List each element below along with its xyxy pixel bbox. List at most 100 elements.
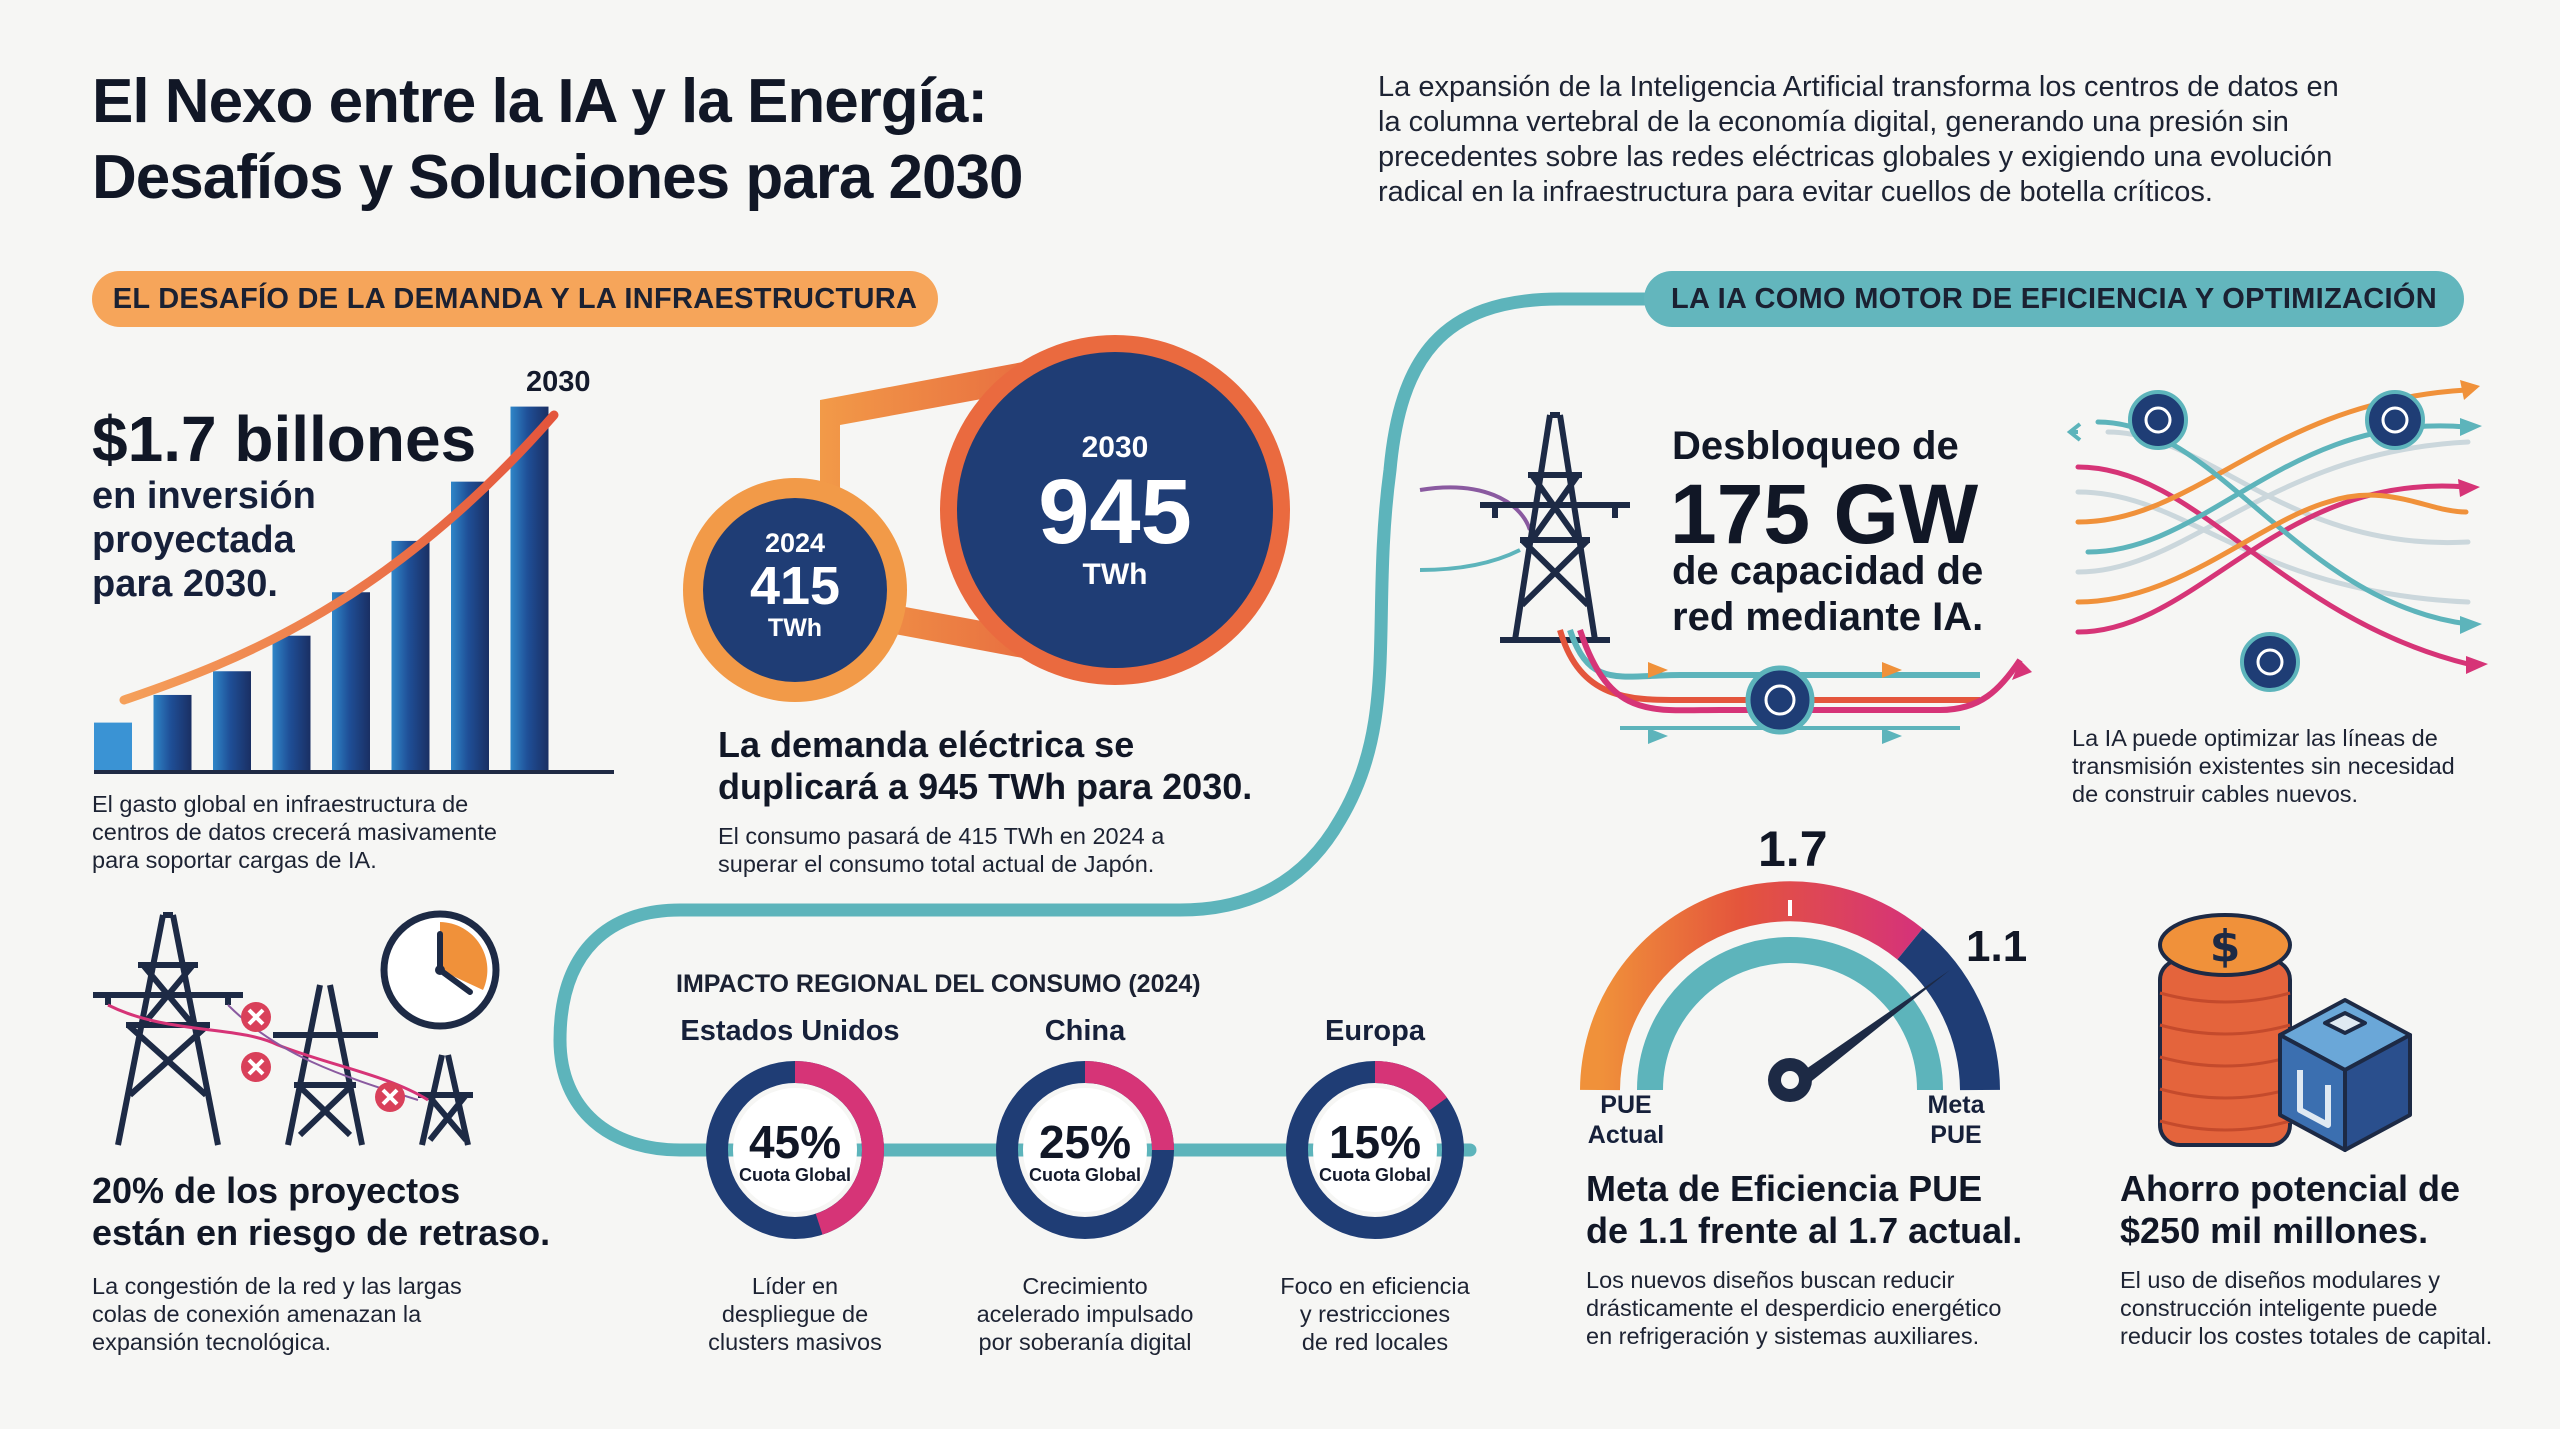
demand-desc-1: El consumo pasará de 415 TWh en 2024 a <box>718 823 1165 849</box>
delays-desc-1: La congestión de la red y las largas <box>92 1273 462 1299</box>
savings-headline: Ahorro potencial de $250 mil millones. <box>2120 1168 2460 1252</box>
pue-current-value: 1.7 <box>1758 821 1828 877</box>
region-name-china: China <box>1044 1015 1126 1047</box>
demand-2024-value: 415 <box>749 556 841 616</box>
intro-line-1: La expansión de la Inteligencia Artifici… <box>1378 71 2339 103</box>
donut-center <box>733 1088 857 1212</box>
region-desc-china: Crecimiento acelerado impulsado por sobe… <box>945 1272 1225 1356</box>
intro-line-2: la columna vertebral de la economía digi… <box>1378 106 2289 138</box>
investment-bar <box>332 592 370 770</box>
region-desc-china-1: Crecimiento <box>1022 1273 1148 1299</box>
grid-description: La IA puede optimizar las líneas de tran… <box>2072 724 2455 808</box>
region-desc-europe-2: y restricciones <box>1299 1301 1451 1327</box>
coin-stack-and-module-icon: $ <box>2158 913 2412 1152</box>
pue-target-value: 1.1 <box>1966 922 2028 971</box>
svg-text:$: $ <box>2210 921 2241 972</box>
regional-title: IMPACTO REGIONAL DEL CONSUMO (2024) <box>676 970 1201 998</box>
demand-headline: La demanda eléctrica se duplicará a 945 … <box>718 724 1252 808</box>
demand-2030-circle-text: 2030 945 TWh <box>990 430 1240 592</box>
investment-bar <box>272 635 311 770</box>
region-name-us: Estados Unidos <box>680 1015 900 1047</box>
region-pct-us: 45% <box>748 1116 842 1168</box>
grid-subtitle: de capacidad de red mediante IA. <box>1672 548 1983 640</box>
savings-desc-1: El uso de diseños modulares y <box>2120 1267 2441 1293</box>
delays-headline-1: 20% de los proyectos <box>92 1170 461 1211</box>
investment-bar <box>153 694 192 770</box>
investment-bar-chart <box>94 406 614 774</box>
investment-desc-2: centros de datos crecerá masivamente <box>92 819 497 845</box>
region-desc-us-2: despliegue de <box>721 1301 869 1327</box>
pue-actual-label: PUE Actual <box>1576 1090 1676 1150</box>
grid-desc-2: transmisión existentes sin necesidad <box>2072 753 2455 779</box>
section-pill-efficiency: LA IA COMO MOTOR DE EFICIENCIA Y OPTIMIZ… <box>1644 271 2464 327</box>
network-routing-illustration <box>2066 380 2488 692</box>
section-pill-demand: EL DESAFÍO DE LA DEMANDA Y LA INFRAESTRU… <box>92 271 938 327</box>
grid-line-4: red mediante IA. <box>1672 595 1984 639</box>
region-center-europe: 15% Cuota Global <box>1280 1119 1470 1186</box>
region-donut-china <box>996 1061 1174 1239</box>
clock-icon <box>380 910 500 1030</box>
savings-desc-2: construcción inteligente puede <box>2120 1295 2438 1321</box>
title-line-1: El Nexo entre la IA y la Energía: <box>92 67 988 136</box>
donut-share-arc <box>1374 1061 1447 1111</box>
demand-2030-year: 2030 <box>1081 431 1149 464</box>
region-europe: Europa <box>1245 1013 1505 1049</box>
investment-sub-2: proyectada <box>92 519 295 561</box>
region-center-us: 45% Cuota Global <box>700 1119 890 1186</box>
investment-bar <box>213 671 251 770</box>
demand-2030-unit: TWh <box>1082 558 1148 591</box>
investment-headline: $1.7 billones <box>92 403 477 475</box>
region-donut-europe <box>1286 1061 1464 1239</box>
demand-2024-year: 2024 <box>764 528 826 558</box>
title-line-2: Desafíos y Soluciones para 2030 <box>92 143 1023 212</box>
savings-headline-2: $250 mil millones. <box>2120 1210 2429 1251</box>
investment-sub-1: en inversión <box>92 475 316 517</box>
investment-bar <box>94 722 132 770</box>
delays-headline: 20% de los proyectos están en riesgo de … <box>92 1170 550 1254</box>
region-share-label-china: Cuota Global <box>1029 1165 1141 1185</box>
pue-description: Los nuevos diseños buscan reducir drásti… <box>1586 1266 2001 1350</box>
investment-subtitle: en inversión proyectada para 2030. <box>92 474 316 606</box>
pue-target-label-2: PUE <box>1930 1121 1982 1149</box>
region-desc-europe-3: de red locales <box>1301 1329 1449 1355</box>
page-title: El Nexo entre la IA y la Energía: Desafí… <box>92 64 1023 216</box>
demand-headline-2: duplicará a 945 TWh para 2030. <box>718 766 1253 807</box>
investment-year-label: 2030 <box>526 366 591 398</box>
pue-desc-2: drásticamente el desperdicio energético <box>1586 1295 2002 1321</box>
pue-headline-1: Meta de Eficiencia PUE <box>1586 1168 1983 1209</box>
intro-line-3: precedentes sobre las redes eléctricas g… <box>1378 141 2333 173</box>
donut-center <box>1023 1088 1147 1212</box>
region-desc-china-3: por soberanía digital <box>978 1329 1192 1355</box>
delays-desc-2: colas de conexión amenazan la <box>92 1301 422 1327</box>
savings-description: El uso de diseños modulares y construcci… <box>2120 1266 2492 1350</box>
investment-description: El gasto global en infraestructura de ce… <box>92 790 497 874</box>
intro-line-4: radical en la infraestructura para evita… <box>1378 176 2213 208</box>
region-share-label-europe: Cuota Global <box>1319 1165 1431 1185</box>
investment-bar <box>510 406 549 770</box>
grid-desc-3: de construir cables nuevos. <box>2072 781 2359 807</box>
pue-headline: Meta de Eficiencia PUE de 1.1 frente al … <box>1586 1168 2022 1252</box>
demand-description: El consumo pasará de 415 TWh en 2024 a s… <box>718 822 1164 878</box>
region-desc-europe: Foco en eficiencia y restricciones de re… <box>1235 1272 1515 1356</box>
investment-bar <box>451 481 489 770</box>
region-us: Estados Unidos <box>660 1013 920 1049</box>
pue-target-label-1: Meta <box>1927 1091 1985 1119</box>
donut-share-arc <box>794 1061 884 1235</box>
pue-target-label: Meta PUE <box>1906 1090 2006 1150</box>
pue-actual-label-1: PUE <box>1600 1091 1652 1119</box>
region-pct-europe: 15% <box>1328 1116 1422 1168</box>
grid-line-3: de capacidad de <box>1672 549 1984 593</box>
grid-line-1: Desbloqueo de <box>1672 424 1959 468</box>
investment-bar <box>391 540 430 770</box>
delays-desc-3: expansión tecnológica. <box>92 1329 332 1355</box>
demand-2024-unit: TWh <box>767 614 823 642</box>
delays-description: La congestión de la red y las largas col… <box>92 1272 462 1356</box>
region-pct-china: 25% <box>1038 1116 1132 1168</box>
donut-share-arc <box>1084 1061 1174 1151</box>
region-desc-us-3: clusters masivos <box>708 1329 882 1355</box>
region-share-label-us: Cuota Global <box>739 1165 851 1185</box>
demand-headline-1: La demanda eléctrica se <box>718 724 1135 765</box>
pue-gauge <box>1580 881 2000 1102</box>
region-desc-china-2: acelerado impulsado <box>976 1301 1194 1327</box>
